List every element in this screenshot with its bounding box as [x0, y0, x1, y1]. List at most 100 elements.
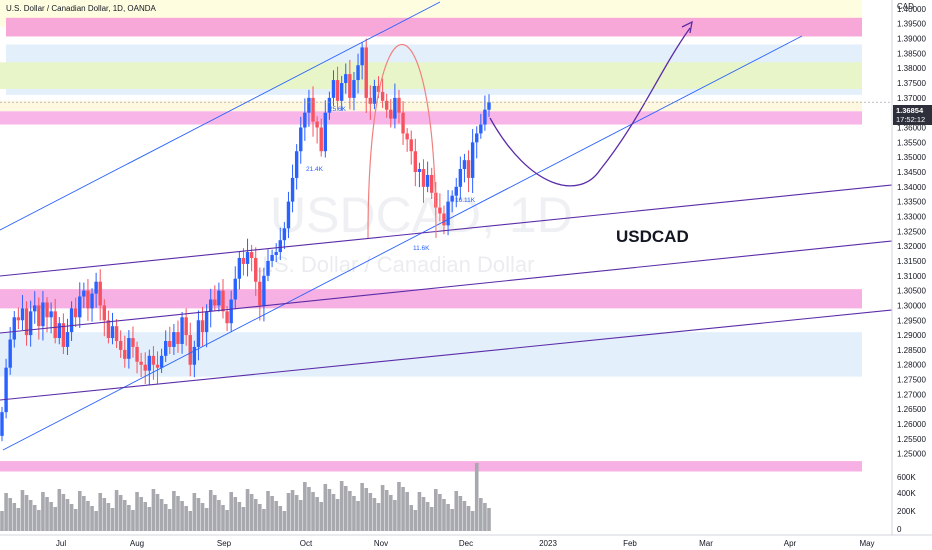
volume-bar-97 — [397, 482, 401, 531]
candle-body-62 — [254, 257, 258, 282]
price-tick-24: 1.28000 — [897, 361, 926, 370]
candle-body-102 — [417, 169, 422, 172]
candle-body-100 — [409, 139, 413, 152]
candle-body-74 — [303, 112, 307, 128]
price-tick-30: 1.25000 — [897, 450, 926, 459]
price-tick-10: 1.35000 — [897, 153, 926, 162]
candle-body-79 — [323, 112, 328, 152]
volume-bar-103 — [421, 497, 426, 531]
volume-bar-78 — [319, 502, 324, 531]
volume-bar-0 — [0, 511, 4, 531]
volume-bar-102 — [417, 492, 422, 531]
volume-tick-2: 200K — [897, 507, 916, 516]
channel-upper — [0, 184, 893, 277]
volume-bar-117 — [479, 498, 483, 531]
candle-body-109 — [446, 201, 450, 226]
candle-body-118 — [483, 109, 487, 125]
volume-bar-61 — [249, 494, 254, 531]
volume-bar-67 — [274, 501, 278, 531]
candle-body-63 — [258, 281, 262, 306]
volume-bar-28 — [114, 490, 119, 531]
candle-body-41 — [168, 341, 172, 347]
time-tick-10: May — [859, 539, 874, 548]
price-tick-12: 1.34000 — [897, 183, 926, 192]
candle-body-76 — [311, 97, 315, 122]
candle-body-75 — [307, 97, 311, 113]
candle-body-12 — [49, 311, 53, 318]
volume-bar-3 — [12, 503, 17, 531]
candle-body-83 — [339, 83, 344, 101]
volume-bar-116 — [474, 463, 479, 531]
volume-bar-18 — [73, 509, 78, 531]
upper-trendline — [0, 1, 441, 231]
lower-trendline — [2, 35, 803, 451]
candle-body-28 — [114, 326, 119, 342]
volume-bar-100 — [409, 505, 414, 531]
candle-body-2 — [8, 339, 12, 368]
volume-bar-31 — [127, 505, 131, 531]
candle-body-103 — [421, 169, 426, 187]
volume-bar-60 — [245, 489, 250, 531]
volume-bar-29 — [118, 495, 123, 531]
candle-body-18 — [73, 308, 78, 318]
channel-middle — [0, 240, 893, 334]
volume-bar-40 — [163, 504, 168, 531]
price-tick-25: 1.27500 — [897, 376, 926, 385]
zone-8 — [0, 461, 862, 472]
volume-bar-42 — [172, 491, 176, 531]
candle-body-98 — [401, 112, 405, 134]
volume-bar-4 — [16, 508, 21, 531]
candle-body-107 — [438, 207, 442, 214]
volume-bar-15 — [61, 494, 66, 531]
candle-body-36 — [147, 355, 152, 371]
volume-bar-48 — [196, 498, 201, 531]
candle-body-92 — [376, 85, 381, 92]
volume-bar-27 — [110, 508, 115, 531]
candle-body-10 — [41, 302, 45, 327]
volume-bar-110 — [450, 509, 454, 531]
volume-bar-16 — [65, 499, 70, 531]
volume-bar-92 — [376, 503, 381, 531]
price-tick-6: 1.37000 — [897, 94, 926, 103]
candle-body-23 — [94, 281, 98, 294]
candle-body-105 — [430, 174, 434, 193]
watermark-symbol: USDCAD, 1D — [270, 187, 573, 243]
volume-bar-108 — [442, 499, 446, 531]
time-tick-2: Sep — [217, 539, 232, 548]
volume-bar-30 — [122, 500, 127, 531]
volume-bar-46 — [188, 511, 193, 531]
candle-body-48 — [196, 320, 201, 347]
candle-body-114 — [466, 160, 471, 178]
volume-bar-79 — [323, 484, 328, 531]
candle-body-22 — [90, 293, 94, 309]
volume-bar-19 — [77, 491, 82, 531]
price-tick-17: 1.31500 — [897, 257, 926, 266]
volume-bar-26 — [106, 503, 111, 531]
volume-bar-113 — [462, 501, 467, 531]
volume-bar-10 — [41, 492, 45, 531]
candle-body-8 — [33, 305, 37, 312]
candle-body-94 — [384, 100, 389, 110]
candle-body-20 — [82, 290, 86, 297]
candles-layer — [0, 38, 491, 442]
time-tick-4: Nov — [374, 539, 388, 548]
vol-label-4: 16.11K — [455, 197, 476, 204]
volume-bar-36 — [147, 507, 152, 531]
candle-body-90 — [368, 97, 373, 104]
candle-body-5 — [20, 308, 25, 321]
volume-bar-88 — [360, 483, 364, 531]
price-axis[interactable]: 1.40000 1.39500 1.39000 1.38500 1.38000 1.375… — [897, 5, 926, 459]
candle-body-72 — [294, 151, 299, 178]
candle-body-15 — [61, 323, 66, 347]
volume-bar-90 — [368, 493, 373, 531]
candle-body-0 — [0, 412, 4, 436]
time-axis[interactable]: Jul Aug Sep Oct Nov Dec 2023 Feb Mar Apr May — [56, 539, 875, 548]
volume-bar-72 — [294, 495, 299, 531]
volume-bar-76 — [311, 492, 315, 531]
volume-bar-94 — [384, 490, 389, 531]
volume-bar-53 — [217, 500, 221, 531]
volume-bar-20 — [82, 496, 86, 531]
volume-bar-65 — [266, 491, 270, 531]
candle-body-43 — [176, 332, 180, 344]
